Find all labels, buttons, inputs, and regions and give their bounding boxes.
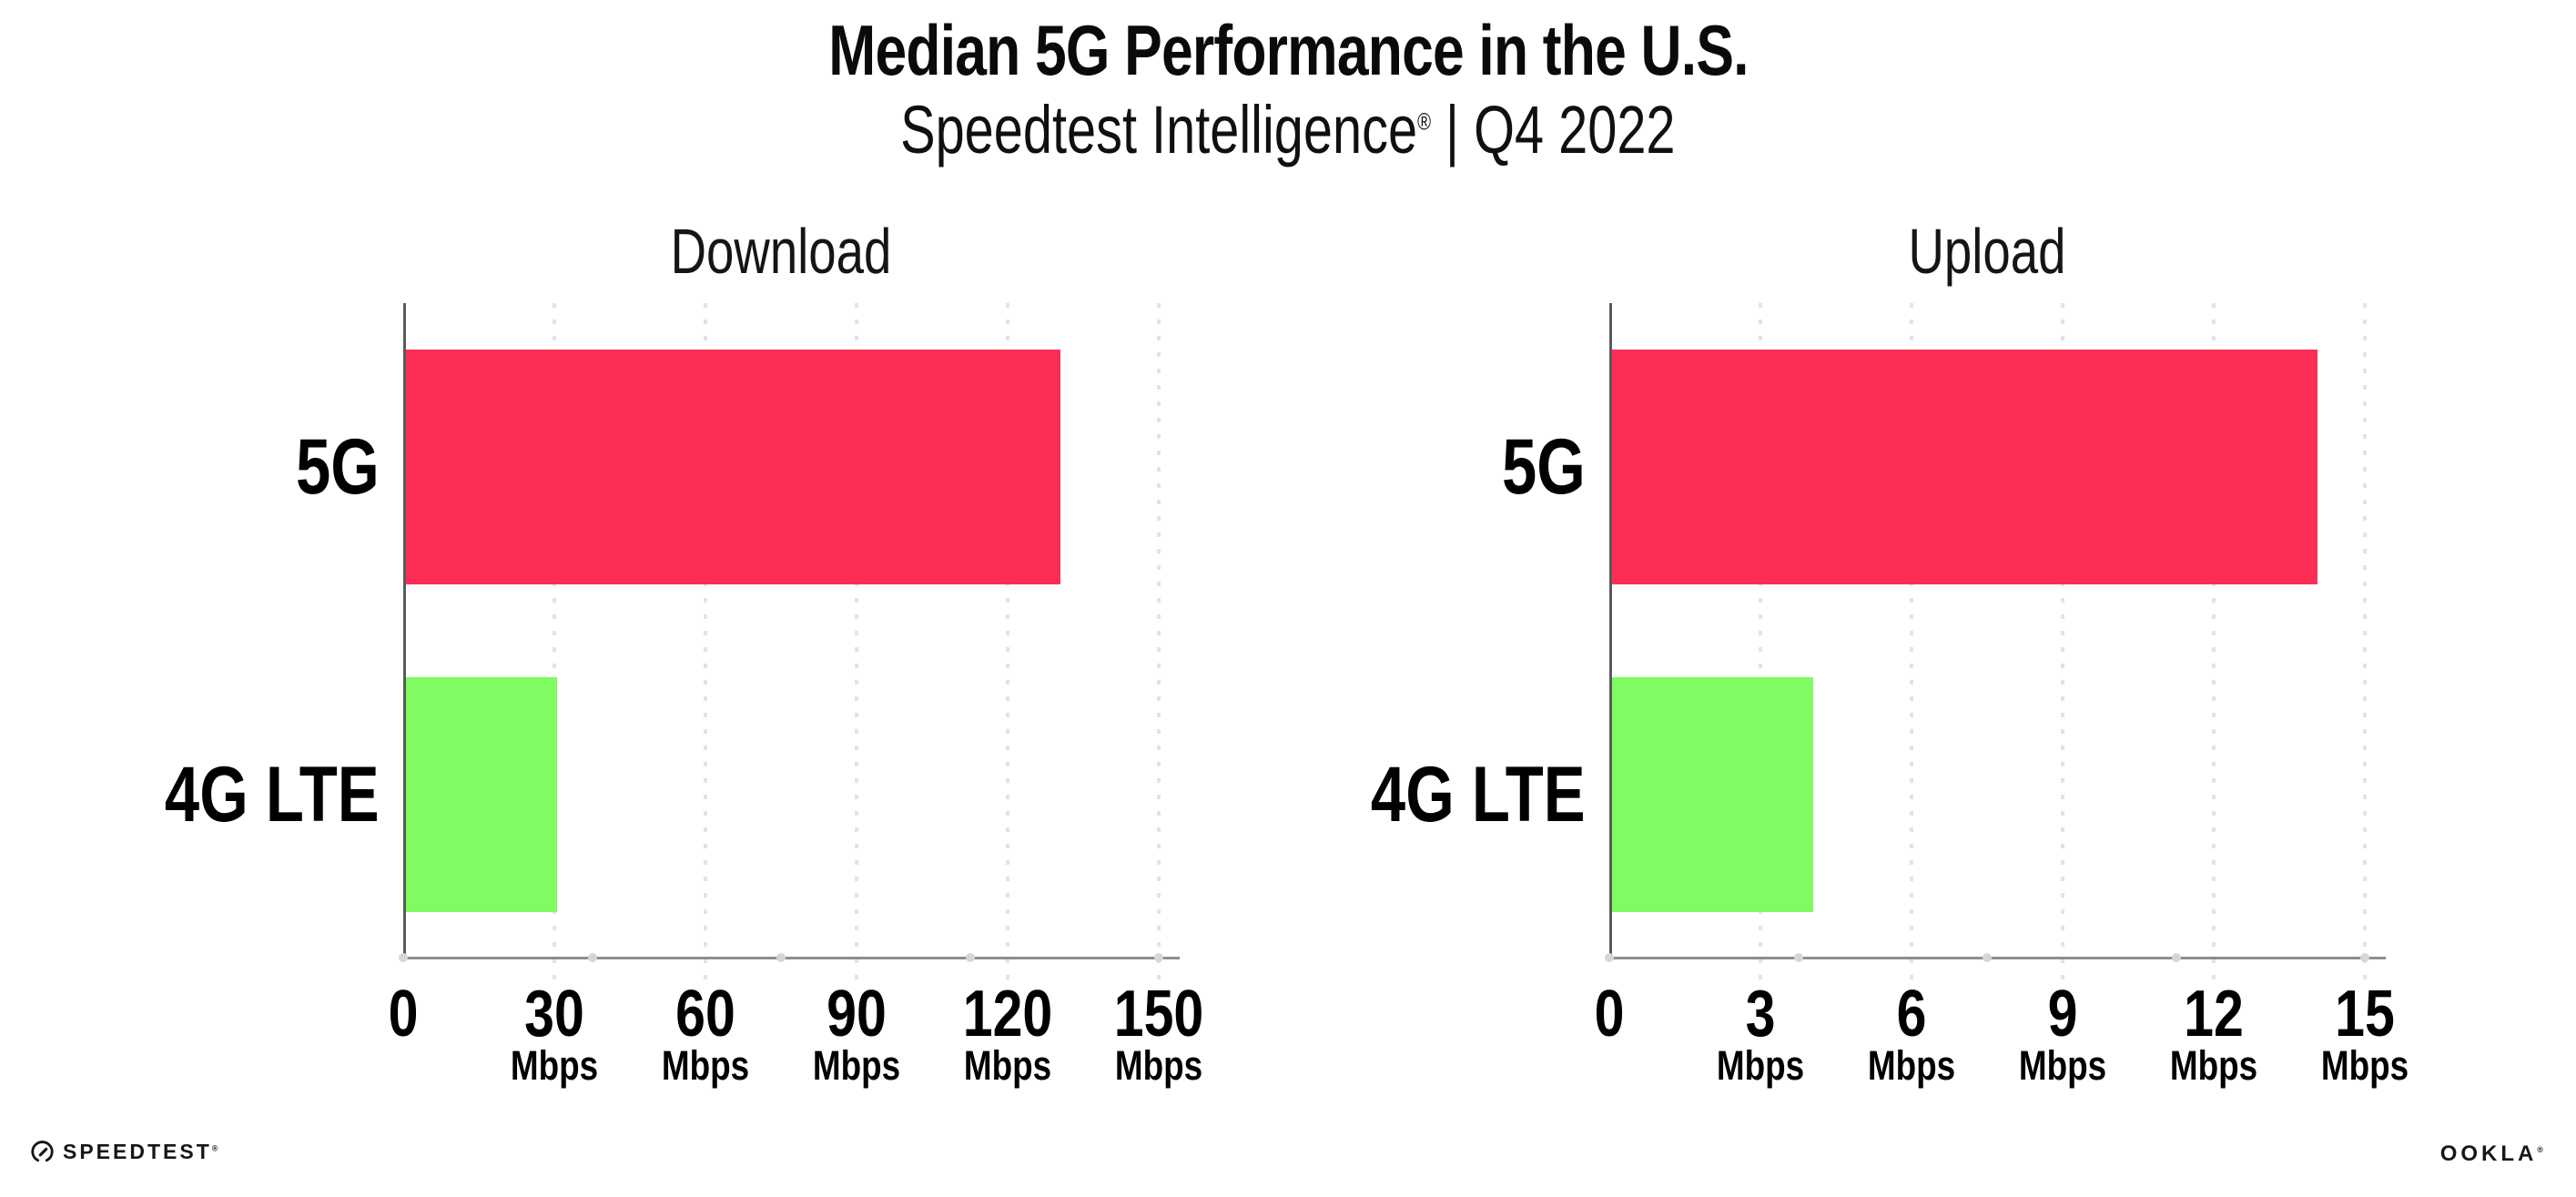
bar-row-5g: 5G [1502,303,2368,630]
download-chart: Download 5G 4G LTE 0 30 Mbps 60 Mbps 90 Mbps 12… [165,219,1203,1086]
gridline [1157,303,1161,981]
x-tick-value: 30 [524,978,584,1050]
x-tick-value: 150 [1113,978,1204,1050]
ookla-wordmark-text: OOKLA [2439,1141,2538,1166]
x-tick-value: 3 [1745,978,1776,1050]
x-tick-value: 6 [1896,978,1927,1050]
bar-row-4g-lte: 4G LTE [165,631,1161,958]
bar-5g-download [406,350,1061,584]
subtitle-period: | Q4 2022 [1431,92,1676,167]
x-tick-unit: Mbps [2018,1042,2107,1089]
x-tick-unit: Mbps [963,1042,1052,1089]
speedtest-logo: SPEEDTEST® [30,1140,218,1164]
gridline [2061,303,2064,981]
upload-chart: Upload 5G 4G LTE 0 3 Mbps 6 Mbps 9 Mbps 12 Mbps 1… [1371,219,2409,1086]
x-tick-value: 9 [2047,978,2078,1050]
page-subtitle-text: Speedtest Intelligence® | Q4 2022 [900,96,1675,164]
subtitle-brand: Speedtest Intelligence [900,92,1418,167]
download-chart-title: Download [670,216,892,287]
speedtest-wordmark: SPEEDTEST® [63,1141,218,1162]
axis-tick-dot [1605,953,1614,962]
axis-tick-dot [399,953,408,962]
bar-5g-upload [1612,350,2317,584]
axis-tick-dot [2360,953,2369,962]
x-tick-value: 60 [675,978,735,1050]
axis-tick-dot [2171,953,2181,962]
axis-tick-dot [965,953,975,962]
upload-chart-title: Upload [1908,216,2066,287]
gridline [855,303,858,981]
speedtest-wordmark-text: SPEEDTEST [63,1140,212,1163]
speedtest-gauge-icon [31,1141,54,1162]
x-tick-value: 0 [388,978,419,1050]
gridline [1006,303,1009,981]
bar-4g-lte-download [406,677,557,912]
registered-mark: ® [1417,107,1432,136]
axis-tick-dot [587,953,597,962]
axis-tick-dot [1154,953,1163,962]
bar-row-4g-lte: 4G LTE [1371,631,2368,958]
x-tick-value: 0 [1594,978,1625,1050]
y-axis-line [1609,303,1612,958]
x-tick-unit: Mbps [661,1042,750,1089]
x-tick-value: 120 [962,978,1053,1050]
gridline [1910,303,1913,981]
x-tick-unit: Mbps [1114,1042,1203,1089]
x-tick-unit: Mbps [1716,1042,1805,1089]
category-label-4g-lte: 4G LTE [165,750,380,838]
x-tick-unit: Mbps [1867,1042,1956,1089]
ookla-registered-mark: ® [2537,1145,2543,1154]
x-axis-line [1609,957,2386,959]
x-tick-value: 15 [2335,978,2395,1050]
page-subtitle: Speedtest Intelligence® | Q4 2022 [0,96,2576,164]
axis-tick-dot [1983,953,1992,962]
page-title-text: Median 5G Performance in the U.S. [827,10,1749,90]
gridline [2212,303,2216,981]
gridline [1759,303,1762,981]
x-tick-unit: Mbps [2320,1042,2409,1089]
x-axis-tick-labels: 0 3 Mbps 6 Mbps 9 Mbps 12 Mbps 15 Mbps [1595,978,2409,1090]
x-tick-unit: Mbps [812,1042,901,1089]
axis-tick-dot [776,953,786,962]
axis-tick-dot [1793,953,1803,962]
x-axis-tick-labels: 0 30 Mbps 60 Mbps 90 Mbps 120 Mbps 150 Mbps [389,978,1204,1090]
gridline [553,303,556,981]
category-label-4g-lte: 4G LTE [1371,750,1586,838]
bar-4g-lte-upload [1612,677,1814,912]
page-title: Median 5G Performance in the U.S. [0,15,2576,86]
category-label-5g: 5G [296,422,380,511]
bar-row-5g: 5G [296,303,1161,630]
ookla-logo: OOKLA® [2440,1143,2543,1165]
x-tick-value: 90 [827,978,887,1050]
gridline [2363,303,2367,981]
x-tick-unit: Mbps [510,1042,599,1089]
speedtest-registered-mark: ® [211,1143,218,1153]
gridline [704,303,707,981]
x-axis-line [403,957,1180,959]
x-tick-unit: Mbps [2169,1042,2258,1089]
x-tick-value: 12 [2184,978,2244,1050]
category-label-5g: 5G [1502,422,1586,511]
y-axis-line [403,303,406,958]
